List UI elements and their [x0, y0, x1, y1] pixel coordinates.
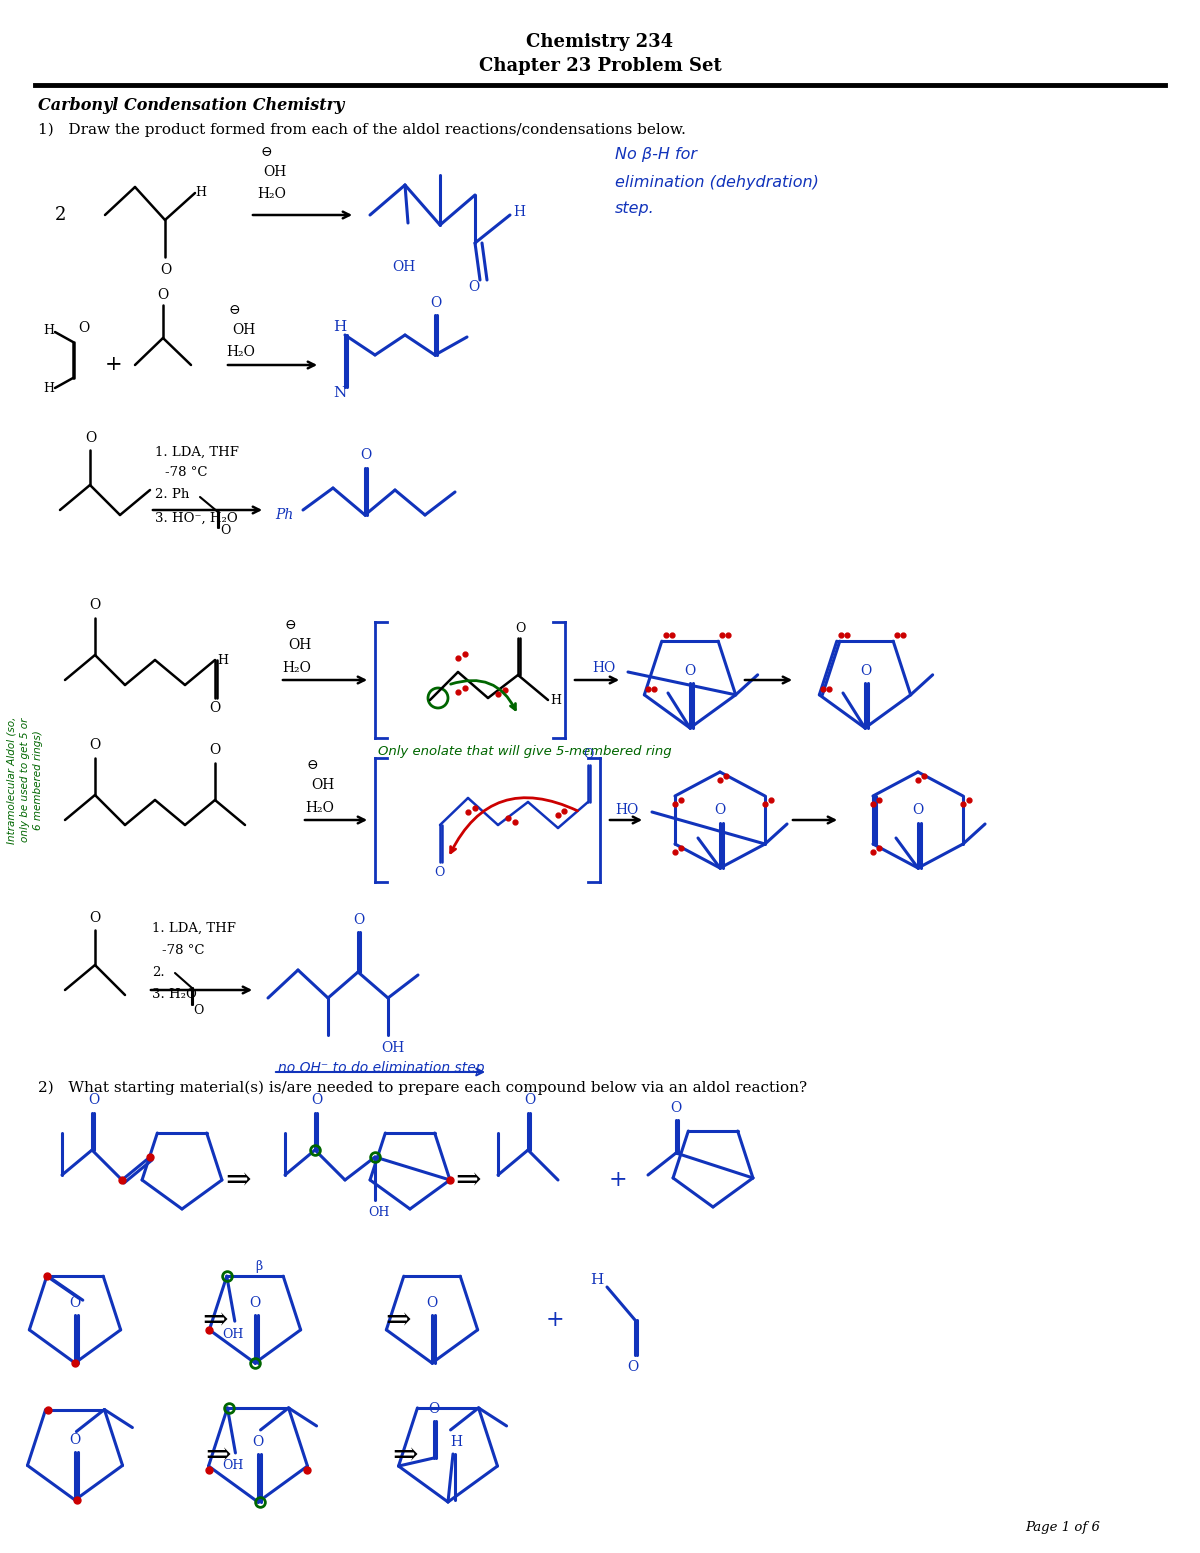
- Text: OH: OH: [263, 165, 287, 179]
- Text: O: O: [89, 738, 101, 752]
- Text: 3. HO⁻, H₂O: 3. HO⁻, H₂O: [155, 511, 238, 525]
- Text: H: H: [450, 1435, 462, 1449]
- Text: H: H: [217, 654, 228, 666]
- Text: O: O: [628, 1360, 638, 1374]
- Text: HO: HO: [616, 803, 638, 817]
- Text: 2: 2: [55, 207, 66, 224]
- Text: Only enolate that will give 5-membered ring: Only enolate that will give 5-membered r…: [378, 745, 672, 758]
- Text: O: O: [912, 803, 923, 817]
- Text: -78 °C: -78 °C: [166, 466, 208, 480]
- Text: O: O: [209, 742, 221, 756]
- Text: H₂O: H₂O: [226, 345, 254, 359]
- Text: ⇒: ⇒: [385, 1305, 410, 1336]
- Text: O: O: [430, 297, 442, 311]
- Text: 3. H₂O: 3. H₂O: [152, 989, 197, 1002]
- Text: O: O: [428, 1402, 439, 1416]
- Text: -78 °C: -78 °C: [162, 944, 204, 957]
- Text: ⇒: ⇒: [205, 1440, 230, 1471]
- Text: 1)   Draw the product formed from each of the aldol reactions/condensations belo: 1) Draw the product formed from each of …: [38, 123, 686, 137]
- Text: O: O: [89, 598, 101, 612]
- Text: OH: OH: [222, 1328, 244, 1340]
- Text: O: O: [85, 432, 96, 446]
- Text: ⊖: ⊖: [228, 303, 240, 317]
- Text: O: O: [78, 321, 89, 335]
- Text: O: O: [88, 1093, 100, 1107]
- Text: only be used to get 5 or: only be used to get 5 or: [20, 717, 30, 842]
- Text: O: O: [714, 803, 725, 817]
- Text: No β-H for: No β-H for: [616, 148, 697, 163]
- Text: H: H: [334, 320, 347, 334]
- Text: ⊖: ⊖: [307, 758, 319, 772]
- Text: elimination (dehydration): elimination (dehydration): [616, 174, 818, 189]
- Text: +: +: [546, 1309, 564, 1331]
- Text: O: O: [353, 913, 365, 927]
- Text: H₂O: H₂O: [257, 186, 286, 200]
- Text: Chapter 23 Problem Set: Chapter 23 Problem Set: [479, 57, 721, 75]
- Text: O: O: [860, 665, 871, 679]
- Text: 2. Ph: 2. Ph: [155, 489, 190, 502]
- Text: O: O: [515, 621, 526, 635]
- Text: Page 1 of 6: Page 1 of 6: [1025, 1522, 1100, 1534]
- Text: O: O: [583, 749, 593, 761]
- Text: HO: HO: [592, 662, 616, 676]
- Text: O: O: [426, 1297, 437, 1311]
- Text: O: O: [252, 1435, 263, 1449]
- Text: Chemistry 234: Chemistry 234: [527, 33, 673, 51]
- Text: step.: step.: [616, 200, 655, 216]
- Text: ⇒: ⇒: [392, 1440, 418, 1471]
- Text: H: H: [590, 1273, 604, 1287]
- Text: ⊖: ⊖: [260, 144, 271, 158]
- Text: O: O: [250, 1297, 260, 1311]
- Text: 2)   What starting material(s) is/are needed to prepare each compound below via : 2) What starting material(s) is/are need…: [38, 1081, 808, 1095]
- Text: O: O: [70, 1297, 80, 1311]
- Text: O: O: [89, 912, 101, 926]
- Text: O: O: [209, 700, 221, 714]
- Text: O: O: [220, 523, 230, 536]
- Text: O: O: [193, 1003, 203, 1017]
- Text: no OH⁻ to do elimination step: no OH⁻ to do elimination step: [278, 1061, 485, 1075]
- Text: OH: OH: [288, 638, 311, 652]
- Text: OH: OH: [222, 1460, 244, 1472]
- Text: N: N: [334, 387, 347, 401]
- Text: β: β: [254, 1259, 262, 1272]
- Text: O: O: [311, 1093, 323, 1107]
- Text: OH: OH: [392, 259, 415, 273]
- Text: O: O: [157, 287, 168, 301]
- Text: O: O: [434, 865, 444, 879]
- Text: H: H: [550, 694, 562, 707]
- Text: H: H: [194, 186, 206, 199]
- Text: 6 membered rings): 6 membered rings): [34, 730, 43, 829]
- Text: O: O: [524, 1093, 535, 1107]
- Text: OH: OH: [232, 323, 256, 337]
- Text: OH: OH: [368, 1207, 389, 1219]
- Text: H: H: [514, 205, 526, 219]
- Text: Ph: Ph: [275, 508, 293, 522]
- Text: 1. LDA, THF: 1. LDA, THF: [155, 446, 239, 458]
- Text: H: H: [43, 382, 54, 394]
- Text: +: +: [106, 356, 122, 374]
- Text: O: O: [468, 280, 479, 294]
- Text: H: H: [43, 323, 54, 337]
- Text: ⊖: ⊖: [286, 618, 296, 632]
- Text: H₂O: H₂O: [305, 801, 334, 815]
- Text: H₂O: H₂O: [282, 662, 311, 676]
- Text: Carbonyl Condensation Chemistry: Carbonyl Condensation Chemistry: [38, 96, 344, 113]
- Text: Intramolecular Aldol (so,: Intramolecular Aldol (so,: [7, 716, 17, 843]
- Text: OH: OH: [311, 778, 335, 792]
- Text: OH: OH: [382, 1041, 404, 1054]
- Text: 1. LDA, THF: 1. LDA, THF: [152, 921, 236, 935]
- Text: ⇒: ⇒: [226, 1165, 251, 1196]
- Text: ⇒: ⇒: [203, 1305, 228, 1336]
- Text: O: O: [70, 1433, 80, 1447]
- Text: O: O: [670, 1101, 682, 1115]
- Text: O: O: [360, 447, 371, 461]
- Text: 2.: 2.: [152, 966, 164, 978]
- Text: O: O: [160, 262, 172, 276]
- Text: O: O: [684, 665, 695, 679]
- Text: ⇒: ⇒: [455, 1165, 481, 1196]
- Text: +: +: [608, 1169, 628, 1191]
